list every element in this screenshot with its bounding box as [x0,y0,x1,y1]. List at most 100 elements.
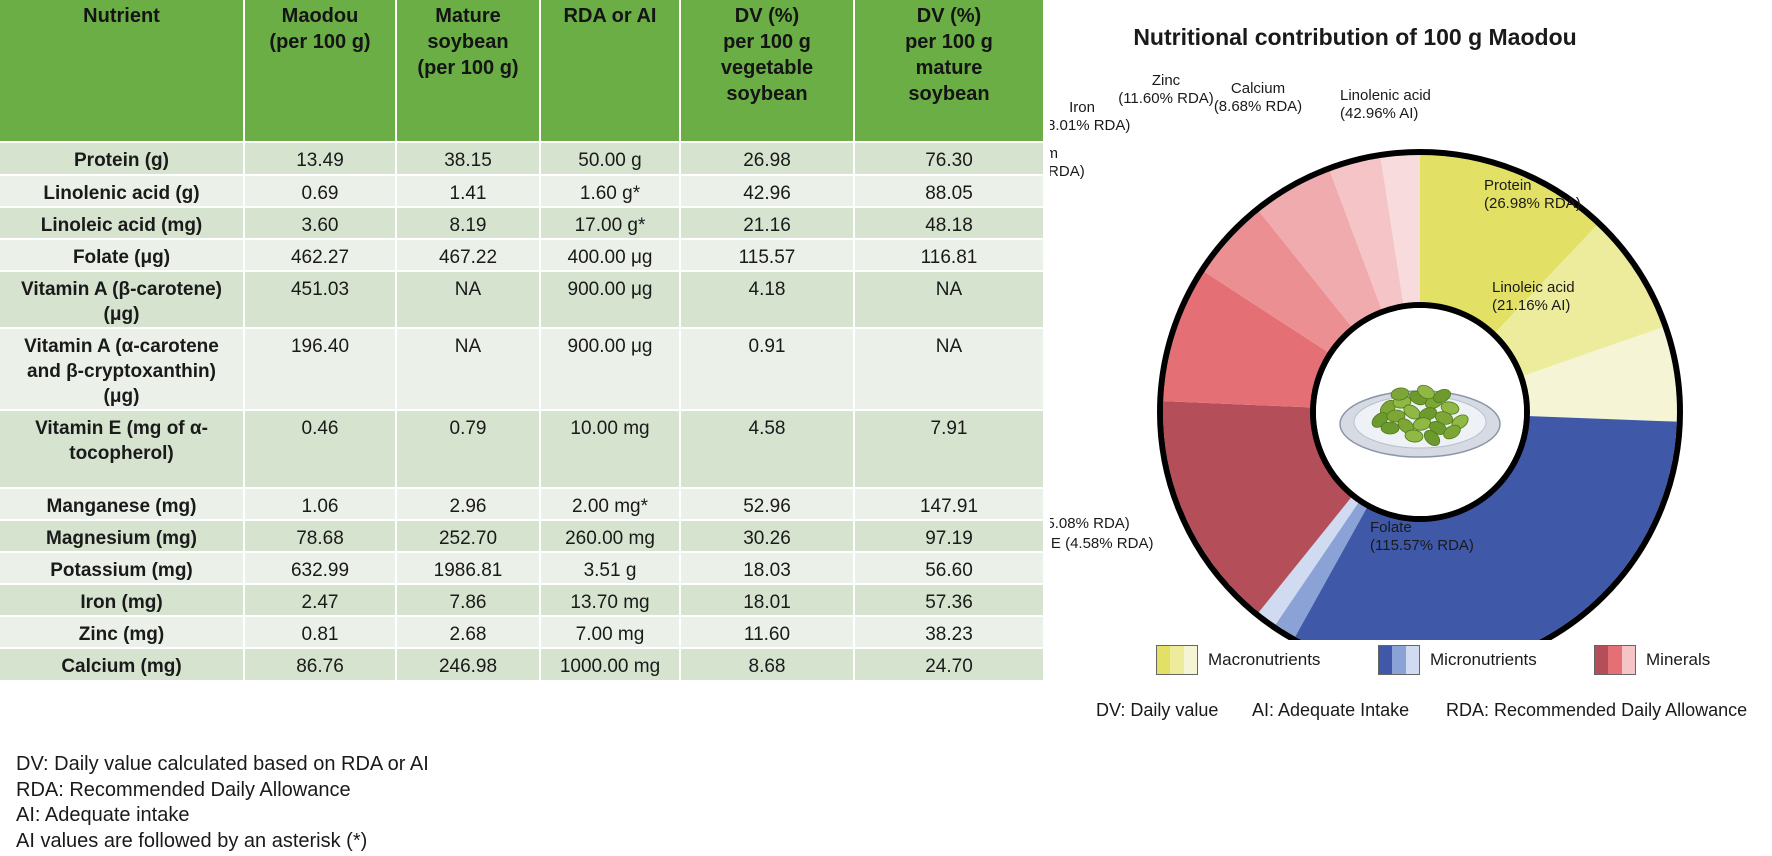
nutrient-name-cell: Magnesium (mg) [0,519,245,552]
footnote: RDA: Recommended Daily Allowance [16,778,351,801]
slice-label: Linoleic acid (21.16% AI) [1492,279,1575,314]
footnote: DV: Daily value calculated based on RDA … [16,753,429,775]
legend-swatch-color [1170,646,1184,674]
table-row: Iron (mg) 2.47 7.86 13.70 mg 18.01 57.36 [0,583,1045,616]
value-cell: 17.00 g* [540,206,681,239]
nutrient-name-cell: Vitamin A (α-carotene and β-cryptoxanthin… [0,327,245,410]
legend-micronutrients: Micronutrients [1378,645,1537,675]
value-cell: NA [396,270,541,328]
legend-label: Minerals [1646,650,1711,669]
value-cell: 1.41 [396,174,541,207]
value-cell: 7.91 [854,409,1045,488]
value-cell: 1000.00 mg [540,647,681,680]
value-cell: 246.98 [396,647,541,680]
chart-legend: Macronutrients Micronutrients Minerals [0,645,1772,681]
value-cell: 57.36 [854,583,1045,616]
value-cell: 50.00 g [540,141,681,175]
table-row: Linolenic acid (g) 0.69 1.41 1.60 g* 42.96 88… [0,174,1045,207]
value-cell: 1986.81 [396,551,541,584]
slice-magnesium [1163,271,1331,408]
nutrient-name-cell: Potassium (mg) [0,551,245,584]
table-row: Protein (g) 13.49 38.15 50.00 g 26.98 76.30 [0,141,1045,175]
slice-label: Calcium (8.68% RDA) [1214,80,1302,115]
table-footnotes: DV: Daily value calculated based on RDA … [16,752,429,854]
nutrient-name-cell: Folate (μg) [0,238,245,271]
slice-label: Iron(18.01% RDA) [1050,99,1130,134]
abbrev-rda: RDA: Recommended Daily Allowance [1446,700,1748,720]
value-cell: 56.60 [854,551,1045,584]
value-cell: 2.00 mg* [540,487,681,520]
legend-swatch-color [1595,646,1609,674]
value-cell: 1.06 [244,487,397,520]
value-cell: 97.19 [854,519,1045,552]
value-cell: 451.03 [244,270,397,328]
value-cell: NA [854,270,1045,328]
column-header: Maodou (per 100 g) [244,0,397,142]
abbrev-dv: DV: Daily value [1096,700,1219,720]
nutrient-name-cell: Linoleic acid (mg) [0,206,245,239]
legend-swatch-color [1621,646,1635,674]
value-cell: 24.70 [854,647,1045,680]
column-header: DV (%) per 100 g vegetable soybean [680,0,855,142]
value-cell: 260.00 mg [540,519,681,552]
column-header: Mature soybean (per 100 g) [396,0,541,142]
slice-folate [1295,416,1677,640]
value-cell: 0.91 [680,327,855,410]
table-row: Magnesium (mg) 78.68 252.70 260.00 mg 30.26 9… [0,519,1045,552]
legend-swatch-color [1608,646,1622,674]
value-cell: 2.96 [396,487,541,520]
table-header-row: Nutrient Maodou (per 100 g) Mature soybean (p… [0,0,1045,142]
table-row: Calcium (mg) 86.76 246.98 1000.00 mg 8.68 24.… [0,647,1045,680]
value-cell: 13.49 [244,141,397,175]
footnote: AI: Adequate intake [16,804,190,826]
legend-minerals: Minerals [1594,645,1710,675]
slice-vitamin-a [1275,500,1369,637]
legend-label: Macronutrients [1208,650,1321,669]
value-cell: 13.70 mg [540,583,681,616]
value-cell: 8.19 [396,206,541,239]
donut-chart: Linolenic acid (42.96% AI) Protein (26.98% … [1050,72,1683,640]
nutrient-name-cell: Iron (mg) [0,583,245,616]
nutrient-table: Nutrient Maodou (per 100 g) Mature soybean (p… [0,0,1045,680]
abbrev-ai: AI: Adequate Intake [1252,700,1410,720]
value-cell: 30.26 [680,519,855,552]
value-cell: 38.15 [396,141,541,175]
value-cell: 48.18 [854,206,1045,239]
slice-linolenic-acid [1420,155,1597,335]
value-cell: 632.99 [244,551,397,584]
value-cell: 76.30 [854,141,1045,175]
column-header: Nutrient [0,0,245,142]
value-cell: 0.46 [244,409,397,488]
legend-swatch-color [1183,646,1197,674]
value-cell: 252.70 [396,519,541,552]
slice-vitamin-e [1258,495,1360,625]
legend-label: Micronutrients [1430,650,1537,669]
value-cell: 4.18 [680,270,855,328]
value-cell: 147.91 [854,487,1045,520]
value-cell: 78.68 [244,519,397,552]
nutrient-name-cell: Zinc (mg) [0,615,245,648]
chart-title: Nutritional contribution of 100 g Maodou [1133,24,1577,50]
value-cell: 7.00 mg [540,615,681,648]
slice-calcium [1380,155,1420,307]
value-cell: 86.76 [244,647,397,680]
value-cell: NA [396,327,541,410]
value-cell: 26.98 [680,141,855,175]
slice-linoleic-acid [1521,327,1677,422]
footnote: AI values are followed by an asterisk (*… [16,829,368,852]
value-cell: 467.22 [396,238,541,271]
value-cell: 0.79 [396,409,541,488]
slice-label: Zinc (11.60% RDA) [1118,72,1214,107]
table-row: Linoleic acid (mg) 3.60 8.19 17.00 g* 21.16 4… [0,206,1045,239]
value-cell: NA [854,327,1045,410]
legend-swatch [1378,645,1420,675]
nutrient-name-cell: Manganese (mg) [0,487,245,520]
table-row: Vitamin A (α-carotene and β-cryptoxanthin… [0,327,1045,410]
value-cell: 7.86 [396,583,541,616]
value-cell: 115.57 [680,238,855,271]
table-row: Vitamin E (mg of α-tocopherol) 0.46 0.79 10… [0,409,1045,488]
table-row: Manganese (mg) 1.06 2.96 2.00 mg* 52.96 147.9… [0,487,1045,520]
slice-label: Vitamin A (5.08% RDA) [1050,515,1130,532]
value-cell: 2.68 [396,615,541,648]
value-cell: 18.01 [680,583,855,616]
